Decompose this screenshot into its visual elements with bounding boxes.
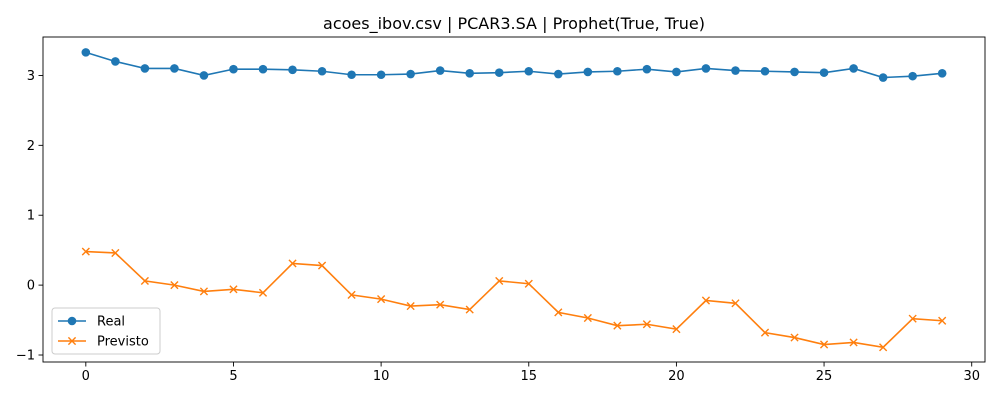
data-point-previsto: [760, 328, 770, 337]
y-tick-label: 3: [27, 69, 35, 84]
data-point-previsto: [908, 314, 917, 323]
data-point-real: [701, 64, 711, 73]
data-point-previsto: [140, 276, 149, 286]
data-point-real: [140, 64, 150, 73]
legend-box: [51, 307, 161, 355]
data-point-previsto: [731, 299, 740, 308]
data-point-real: [937, 69, 947, 78]
data-point-previsto: [613, 321, 622, 330]
data-point-real: [583, 67, 593, 77]
data-point-real: [347, 70, 356, 80]
y-tick-label: 2: [27, 139, 35, 154]
data-point-real: [199, 71, 209, 80]
data-point-previsto: [701, 296, 711, 305]
data-point-previsto: [495, 276, 504, 286]
legend-marker-previsto: [67, 336, 77, 346]
data-point-previsto: [288, 259, 297, 268]
legend-marker-real: [67, 316, 77, 326]
data-point-previsto: [258, 288, 268, 297]
data-point-previsto: [229, 285, 238, 294]
data-point-previsto: [199, 287, 209, 296]
legend-label-previsto: Previsto: [97, 335, 149, 350]
data-point-real: [81, 48, 91, 57]
data-point-previsto: [377, 295, 386, 304]
data-point-real: [613, 66, 622, 76]
data-point-real: [760, 66, 770, 76]
data-point-real: [406, 69, 415, 79]
data-point-real: [258, 64, 268, 74]
data-point-real: [170, 64, 179, 73]
data-point-previsto: [849, 338, 858, 347]
data-point-real: [435, 66, 445, 75]
data-point-previsto: [879, 343, 888, 352]
data-point-previsto: [317, 261, 327, 270]
data-point-real: [111, 57, 120, 66]
data-point-real: [553, 69, 563, 79]
chart-title: acoes_ibov.csv | PCAR3.SA | Prophet(True…: [323, 14, 705, 34]
data-point-previsto: [170, 281, 179, 290]
data-point-previsto: [819, 340, 829, 349]
data-point-real: [524, 66, 534, 76]
y-tick-label: 1: [27, 209, 35, 224]
plot-area: 0 5 10 15 20 25 30 −1 0 1 2 3 Real Previsto: [16, 36, 986, 384]
data-point-real: [376, 70, 386, 80]
data-point-previsto: [81, 247, 90, 256]
x-tick-label: 20: [668, 369, 685, 384]
data-point-real: [465, 69, 475, 78]
data-point-real: [317, 66, 327, 76]
data-point-real: [849, 64, 858, 73]
y-tick-label: 0: [27, 279, 35, 294]
data-point-real: [494, 68, 504, 77]
data-point-previsto: [790, 333, 799, 342]
data-point-real: [790, 67, 799, 77]
x-tick-label: 25: [816, 369, 833, 384]
x-tick-label: 15: [520, 369, 537, 384]
x-tick-label: 30: [963, 369, 980, 384]
data-point-previsto: [938, 316, 947, 325]
data-point-previsto: [465, 305, 474, 314]
data-point-previsto: [347, 290, 356, 299]
data-point-real: [908, 71, 917, 81]
data-point-real: [672, 67, 681, 77]
series-line-real: [85, 51, 943, 79]
legend-label-real: Real: [97, 315, 125, 330]
data-point-previsto: [111, 248, 120, 258]
data-point-previsto: [406, 301, 415, 311]
data-point-real: [229, 64, 238, 74]
x-tick-label: 0: [82, 369, 90, 384]
data-point-previsto: [524, 279, 533, 288]
axes-frame: [42, 36, 986, 363]
x-tick-label: 5: [229, 369, 237, 384]
data-point-previsto: [583, 313, 592, 323]
y-tick-label: −1: [16, 349, 35, 364]
data-point-real: [288, 65, 297, 75]
data-point-previsto: [436, 300, 445, 309]
data-point-real: [819, 68, 829, 77]
data-point-real: [731, 66, 740, 75]
series-line-previsto: [85, 250, 943, 349]
data-point-real: [878, 73, 888, 82]
data-point-previsto: [642, 320, 651, 329]
x-tick-label: 10: [373, 369, 390, 384]
data-point-previsto: [672, 325, 681, 334]
data-point-previsto: [554, 308, 563, 317]
data-point-real: [642, 64, 652, 74]
